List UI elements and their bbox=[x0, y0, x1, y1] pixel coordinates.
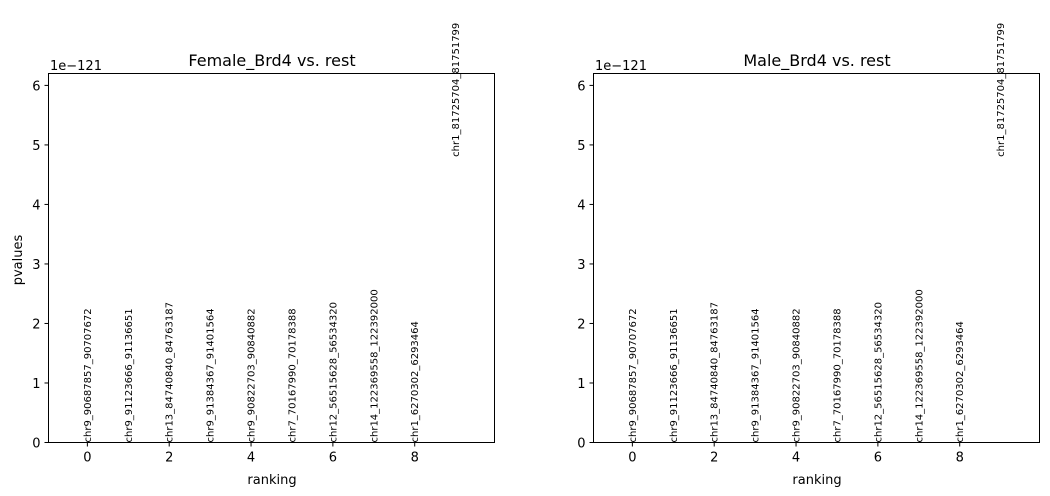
y-axis-title: pvalues bbox=[11, 235, 26, 286]
point-label: chr9_91384367_91401564 bbox=[206, 308, 217, 442]
x-tick-label: 4 bbox=[792, 451, 800, 466]
point-label: chr1_6270302_6293464 bbox=[955, 321, 966, 442]
point-label: chr12_56515628_56534320 bbox=[873, 302, 884, 442]
point-labels: chr9_90687857_90707672 chr9_91123666_9113… bbox=[628, 23, 1007, 443]
plot-frame bbox=[593, 73, 1040, 443]
y-tick-label: 5 bbox=[32, 139, 40, 154]
point-label: chr9_90687857_90707672 bbox=[628, 308, 639, 442]
y-offset-label: 1e−121 bbox=[595, 59, 647, 74]
ticks: 0 2 4 6 8 0 1 2 3 4 5 6 bbox=[577, 79, 964, 465]
point-label: chr7_70167990_70178388 bbox=[832, 308, 843, 442]
y-tick-label: 1 bbox=[32, 377, 40, 392]
point-label: chr13_84740840_84763187 bbox=[165, 302, 176, 442]
y-tick-label: 6 bbox=[577, 79, 585, 94]
x-tick-label: 8 bbox=[411, 451, 419, 466]
panel-male: Male_Brd4 vs. rest 1e−121 ranking 0 2 4 6 80… bbox=[577, 23, 1040, 488]
x-tick-label: 6 bbox=[329, 451, 337, 466]
x-tick-label: 2 bbox=[165, 451, 173, 466]
chart-title: Female_Brd4 vs. rest bbox=[188, 51, 355, 71]
point-labels: chr9_90687857_90707672 chr9_91123666_9113… bbox=[83, 23, 462, 443]
y-tick-label: 1 bbox=[577, 377, 585, 392]
x-tick-label: 6 bbox=[874, 451, 882, 466]
y-tick-label: 2 bbox=[32, 317, 40, 332]
y-tick-label: 3 bbox=[577, 258, 585, 273]
y-tick-label: 5 bbox=[577, 139, 585, 154]
point-label: chr13_84740840_84763187 bbox=[710, 302, 721, 442]
y-tick-label: 3 bbox=[32, 258, 40, 273]
y-tick-label: 2 bbox=[577, 317, 585, 332]
point-label: chr12_56515628_56534320 bbox=[328, 302, 339, 442]
point-label: chr9_90822703_90840882 bbox=[247, 308, 258, 442]
x-axis-title: ranking bbox=[247, 473, 296, 488]
point-label: chr7_70167990_70178388 bbox=[287, 308, 298, 442]
x-axis-title: ranking bbox=[792, 473, 841, 488]
y-tick-label: 4 bbox=[32, 198, 40, 213]
point-label: chr14_122369558_122392000 bbox=[914, 289, 925, 442]
plot-frame bbox=[48, 73, 495, 443]
point-label: chr9_91384367_91401564 bbox=[751, 308, 762, 442]
point-label: chr9_91123666_91136651 bbox=[669, 308, 680, 442]
panel-female: Female_Brd4 vs. rest 1e−121 pvalues rank… bbox=[11, 23, 495, 488]
y-tick-label: 0 bbox=[32, 437, 40, 452]
y-offset-label: 1e−121 bbox=[50, 59, 102, 74]
y-tick-label: 6 bbox=[32, 79, 40, 94]
ticks: 0 2 4 6 8 0 1 2 3 4 5 6 bbox=[32, 79, 419, 465]
point-label: chr1_6270302_6293464 bbox=[410, 321, 421, 442]
x-tick-label: 8 bbox=[956, 451, 964, 466]
point-label: chr9_91123666_91136651 bbox=[124, 308, 135, 442]
y-tick-label: 0 bbox=[577, 437, 585, 452]
point-label: chr9_90822703_90840882 bbox=[792, 308, 803, 442]
point-label: chr9_90687857_90707672 bbox=[83, 308, 94, 442]
chart-title: Male_Brd4 vs. rest bbox=[743, 51, 890, 71]
x-tick-label: 2 bbox=[710, 451, 718, 466]
x-tick-label: 4 bbox=[247, 451, 255, 466]
point-label: chr1_81725704_81751799 bbox=[996, 23, 1007, 157]
x-tick-label: 0 bbox=[628, 451, 636, 466]
point-label: chr14_122369558_122392000 bbox=[369, 289, 380, 442]
point-label: chr1_81725704_81751799 bbox=[451, 23, 462, 157]
x-tick-label: 0 bbox=[83, 451, 91, 466]
y-tick-label: 4 bbox=[577, 198, 585, 213]
